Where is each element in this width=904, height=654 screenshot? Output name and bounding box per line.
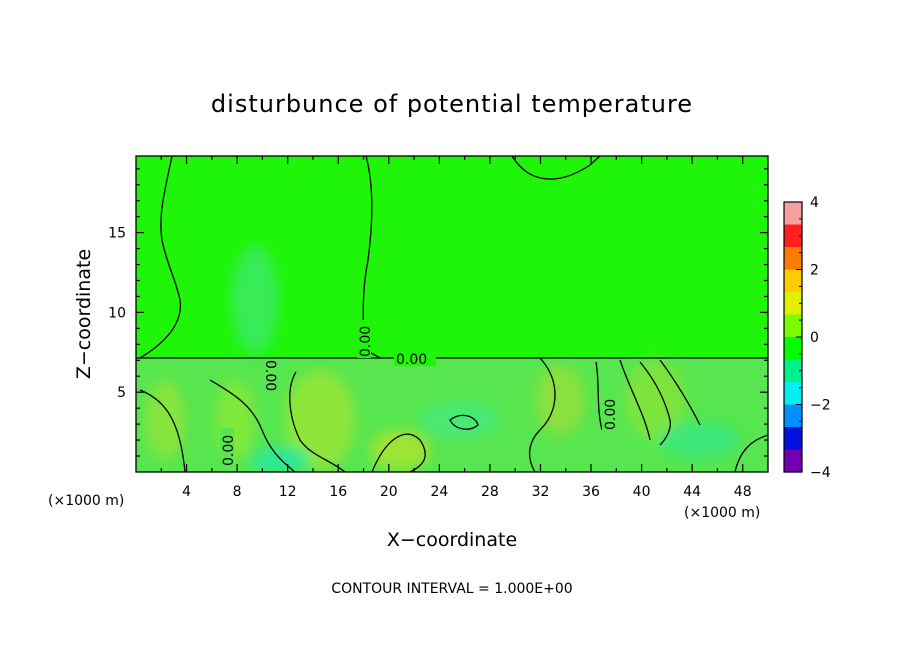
x-tick-label: 4 [182,484,191,500]
colorbar-swatch [784,202,802,226]
x-axis-label: X−coordinate [387,529,517,551]
colorbar-tick-label: 0 [810,330,819,346]
contour-line [209,379,296,472]
colorbar-swatch [784,382,802,406]
x-tick-label: 36 [582,484,600,500]
colorbar-tick-label: −2 [810,398,831,414]
x-tick-label: 40 [633,484,651,500]
colorbar-swatch [784,224,802,248]
anomaly-blob [420,402,500,438]
contour-line [528,357,556,472]
colorbar-swatch [784,337,802,361]
y-tick-label: 5 [117,385,126,401]
colorbar-tick-label: 4 [810,195,819,211]
y-tick-label: 15 [108,226,126,242]
contour-line [139,389,186,472]
colorbar-swatch [784,292,802,316]
x-unit-label: (×1000 m) [684,505,760,521]
colorbar-swatch [784,269,802,293]
x-tick-label: 32 [532,484,550,500]
contour-line [734,434,768,472]
anomaly-blob [660,422,740,458]
contour-line [639,361,671,446]
contour-labels: 0.00 0.00 0.00 0.00 0.00 [220,320,619,466]
contour-label: 0.00 [396,352,427,368]
contour-line [139,156,182,359]
y-axis-label: Z−coordinate [73,249,95,379]
contour-line [371,433,426,472]
anomaly-blob [535,365,585,435]
contour-line [511,156,601,180]
anomaly-blob [145,380,185,460]
contour-interval-note: CONTOUR INTERVAL = 1.000E+00 [331,581,572,597]
colorbar-swatch [784,359,802,383]
colorbar-tick-label: −4 [810,465,831,481]
contour-label: 0.00 [262,360,278,391]
contour-line [289,371,346,472]
colorbar-swatch [784,449,802,473]
contour-line [659,359,701,426]
plot-frame [135,155,769,473]
colorbar: 4 2 0 −2 −4 [783,195,831,481]
contour-label: 0.00 [603,399,619,430]
contour-line [449,414,479,430]
x-tick-label: 24 [430,484,448,500]
anomaly-blob [370,430,430,470]
colorbar-swatch [784,427,802,451]
contour-label: 0.00 [221,435,237,466]
colorbar-swatch [784,404,802,428]
y-tick-label: 10 [108,305,126,321]
x-tick-label: 44 [683,484,701,500]
x-tick-label: 8 [233,484,242,500]
x-tick-label: 16 [329,484,347,500]
contour-line [595,361,603,431]
color-field: 0.00 0.00 0.00 0.00 0.00 [136,156,768,472]
contour-line [619,359,651,441]
x-tick-label: 48 [734,484,752,500]
x-tick-label: 28 [481,484,499,500]
contour-label: 0.00 [358,326,374,357]
colorbar-swatch [784,247,802,271]
contour-lines [136,156,768,472]
colorbar-swatch [784,314,802,338]
y-unit-label: (×1000 m) [48,493,124,509]
anomaly-blob [285,370,355,470]
anomaly-blob [250,446,310,472]
x-tick-label: 12 [279,484,297,500]
colorbar-tick-label: 2 [810,263,819,279]
anomaly-blob [231,245,279,355]
x-tick-label: 20 [380,484,398,500]
chart-title: disturbunce of potential temperature [211,90,693,118]
